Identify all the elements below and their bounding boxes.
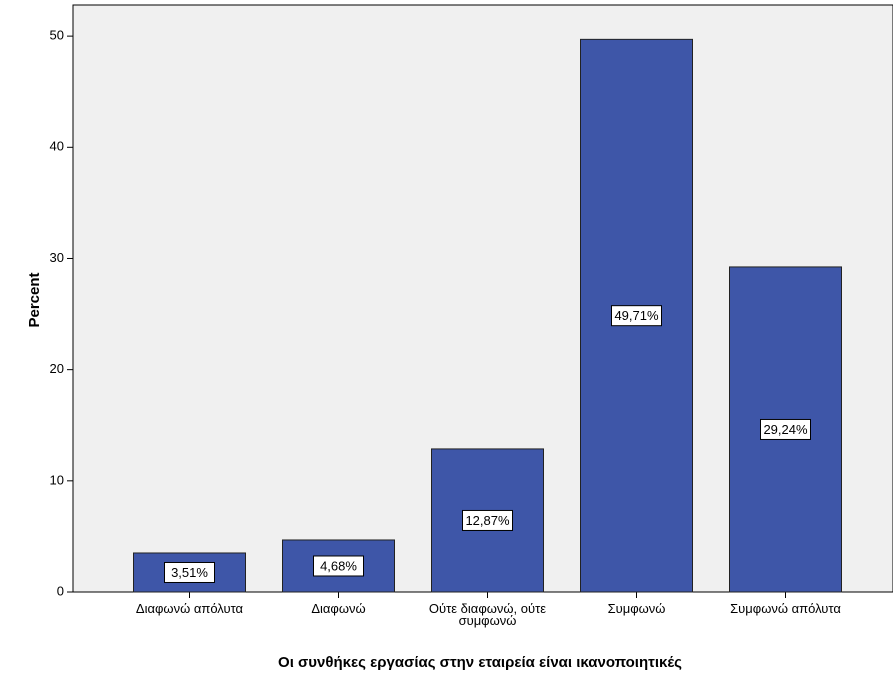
value-label: 29,24% xyxy=(763,422,808,437)
x-tick-label: Διαφωνώ απόλυτα xyxy=(135,601,244,616)
x-tick-label: Συμφωνώ xyxy=(607,601,666,616)
value-label-box xyxy=(313,555,364,577)
value-label-box xyxy=(611,305,662,327)
y-tick-label: 0 xyxy=(57,583,64,598)
value-label: 49,71% xyxy=(614,308,659,323)
value-label-box xyxy=(164,561,215,583)
x-tick-label: Συμφωνώ απόλυτα xyxy=(730,601,841,616)
y-axis-title: Percent xyxy=(26,272,43,327)
x-tick-label: Ούτε διαφωνώ, ούτε συμφωνώ xyxy=(428,601,547,628)
x-tick-label: Διαφωνώ xyxy=(311,601,366,616)
value-label: 3,51% xyxy=(171,565,208,580)
value-label: 4,68% xyxy=(320,558,357,573)
value-label-box xyxy=(760,418,811,440)
value-label: 12,87% xyxy=(465,513,510,528)
y-tick-label: 50 xyxy=(50,28,64,43)
x-axis-title: Οι συνθήκες εργασίας στην εταιρεία είναι… xyxy=(278,654,682,671)
y-tick-label: 10 xyxy=(50,472,64,487)
y-tick-label: 30 xyxy=(50,250,64,265)
value-label-box xyxy=(462,509,513,531)
y-tick-label: 40 xyxy=(50,139,64,154)
y-tick-label: 20 xyxy=(50,361,64,376)
